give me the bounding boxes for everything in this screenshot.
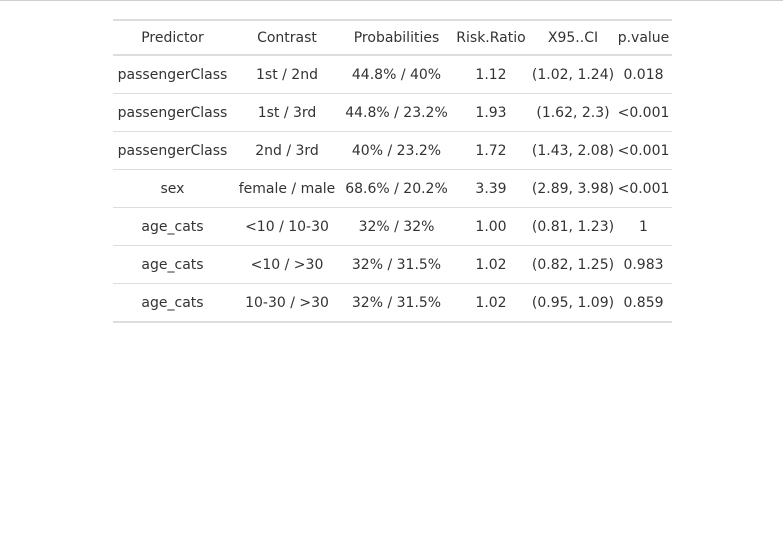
- cell-probabilities: 44.8% / 40%: [342, 55, 451, 94]
- table-row: passengerClass 2nd / 3rd 40% / 23.2% 1.7…: [113, 131, 672, 170]
- cell-contrast: <10 / >30: [232, 245, 342, 284]
- table-row: passengerClass 1st / 3rd 44.8% / 23.2% 1…: [113, 93, 672, 132]
- results-table-container: Predictor Contrast Probabilities Risk.Ra…: [113, 19, 672, 323]
- header-contrast: Contrast: [257, 29, 317, 46]
- cell-risk-ratio: 1.72: [451, 131, 531, 170]
- cell-contrast: 1st / 3rd: [232, 93, 342, 132]
- header-risk-ratio: Risk.Ratio: [456, 29, 526, 46]
- cell-risk-ratio: 3.39: [451, 169, 531, 208]
- table-header: Predictor Contrast Probabilities Risk.Ra…: [113, 20, 672, 55]
- cell-predictor: age_cats: [113, 245, 232, 284]
- cell-probabilities: 44.8% / 23.2%: [342, 93, 451, 132]
- cell-ci: (1.62, 2.3): [531, 93, 615, 132]
- cell-ci: (0.95, 1.09): [531, 283, 615, 323]
- cell-probabilities: 32% / 31.5%: [342, 283, 451, 323]
- header-ci: X95..CI: [547, 29, 599, 46]
- cell-contrast: 1st / 2nd: [232, 55, 342, 94]
- table-row: age_cats 10-30 / >30 32% / 31.5% 1.02 (0…: [113, 283, 672, 323]
- cell-ci: (2.89, 3.98): [531, 169, 615, 208]
- table-row: age_cats <10 / 10-30 32% / 32% 1.00 (0.8…: [113, 207, 672, 246]
- table-body: passengerClass 1st / 2nd 44.8% / 40% 1.1…: [113, 55, 672, 323]
- cell-predictor: passengerClass: [113, 131, 232, 170]
- cell-p-value: <0.001: [615, 131, 672, 170]
- header-predictor: Predictor: [141, 29, 204, 46]
- cell-risk-ratio: 1.00: [451, 207, 531, 246]
- cell-contrast: female / male: [232, 169, 342, 208]
- header-probabilities: Probabilities: [353, 29, 440, 46]
- cell-p-value: <0.001: [615, 169, 672, 208]
- header-row: Predictor Contrast Probabilities Risk.Ra…: [113, 20, 672, 55]
- header-p-value: p.value: [617, 29, 670, 46]
- cell-probabilities: 68.6% / 20.2%: [342, 169, 451, 208]
- cell-probabilities: 40% / 23.2%: [342, 131, 451, 170]
- cell-ci: (0.81, 1.23): [531, 207, 615, 246]
- risk-ratio-table: Predictor Contrast Probabilities Risk.Ra…: [113, 19, 672, 323]
- cell-risk-ratio: 1.93: [451, 93, 531, 132]
- table-row: age_cats <10 / >30 32% / 31.5% 1.02 (0.8…: [113, 245, 672, 284]
- cell-ci: (1.02, 1.24): [531, 55, 615, 94]
- cell-risk-ratio: 1.12: [451, 55, 531, 94]
- cell-risk-ratio: 1.02: [451, 283, 531, 323]
- cell-contrast: 10-30 / >30: [232, 283, 342, 323]
- cell-p-value: 0.018: [615, 55, 672, 94]
- cell-ci: (0.82, 1.25): [531, 245, 615, 284]
- top-divider: [0, 0, 783, 1]
- cell-p-value: 0.983: [615, 245, 672, 284]
- cell-p-value: <0.001: [615, 93, 672, 132]
- table-row: passengerClass 1st / 2nd 44.8% / 40% 1.1…: [113, 55, 672, 94]
- cell-p-value: 0.859: [615, 283, 672, 323]
- cell-risk-ratio: 1.02: [451, 245, 531, 284]
- cell-contrast: 2nd / 3rd: [232, 131, 342, 170]
- cell-p-value: 1: [615, 207, 672, 246]
- cell-predictor: passengerClass: [113, 55, 232, 94]
- cell-contrast: <10 / 10-30: [232, 207, 342, 246]
- cell-predictor: passengerClass: [113, 93, 232, 132]
- cell-predictor: age_cats: [113, 207, 232, 246]
- cell-predictor: sex: [113, 169, 232, 208]
- table-row: sex female / male 68.6% / 20.2% 3.39 (2.…: [113, 169, 672, 208]
- cell-probabilities: 32% / 31.5%: [342, 245, 451, 284]
- cell-predictor: age_cats: [113, 283, 232, 323]
- cell-probabilities: 32% / 32%: [342, 207, 451, 246]
- cell-ci: (1.43, 2.08): [531, 131, 615, 170]
